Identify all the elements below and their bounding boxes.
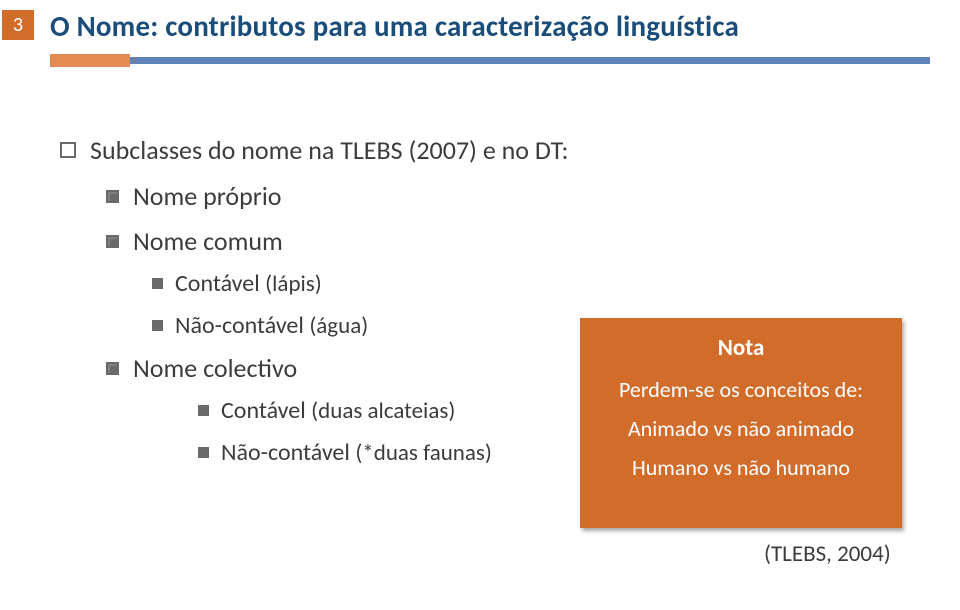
bullet-main: Contável (221, 396, 311, 425)
bullet-main: Não-contável (221, 438, 355, 467)
page-title: O Nome: contributos para uma caracteriza… (50, 8, 739, 44)
bullet-text: Não-contável (água) (175, 307, 368, 345)
page-number-badge: 3 (2, 10, 34, 40)
note-box: Nota Perdem-se os conceitos de: Animado … (580, 318, 902, 528)
list-item: Contável (lápis) (152, 265, 569, 303)
title-underline (50, 54, 930, 67)
bullet-paren: (água) (309, 312, 368, 340)
note-line: Animado vs não animado (594, 415, 888, 442)
bullet-paren: (*duas faunas) (355, 439, 492, 467)
bullet-text: Nome colectivo (133, 348, 297, 388)
bullet-text: Nome comum (133, 221, 283, 261)
bullet-text: Subclasses do nome na TLEBS (2007) e no … (90, 130, 569, 170)
note-line: Perdem-se os conceitos de: (594, 376, 888, 403)
bullet-small-square-icon (198, 447, 209, 458)
bullet-paren: (lápis) (265, 270, 322, 298)
bullet-hollow-square-icon (60, 142, 76, 158)
underline-orange (50, 54, 130, 67)
note-line: Humano vs não humano (594, 454, 888, 481)
underline-blue (130, 57, 930, 64)
bullet-small-square-icon (152, 320, 163, 331)
content-area: Subclasses do nome na TLEBS (2007) e no … (60, 130, 569, 476)
bullet-text: Contável (duas alcateias) (221, 392, 455, 430)
bullet-text: Não-contável (*duas faunas) (221, 434, 492, 472)
list-item: Nome próprio (106, 176, 569, 216)
list-item: Nome colectivo (106, 348, 569, 388)
list-item: Subclasses do nome na TLEBS (2007) e no … (60, 130, 569, 170)
citation: (TLEBS, 2004) (764, 540, 891, 568)
bullet-filled-square-icon (106, 190, 119, 203)
bullet-main: Não-contável (175, 311, 309, 340)
list-item: Não-contável (*duas faunas) (198, 434, 569, 472)
note-title: Nota (594, 334, 888, 362)
list-item: Contável (duas alcateias) (198, 392, 569, 430)
bullet-small-square-icon (198, 405, 209, 416)
list-item: Nome comum (106, 221, 569, 261)
bullet-filled-square-icon (106, 362, 119, 375)
bullet-text: Contável (lápis) (175, 265, 322, 303)
bullet-text: Nome próprio (133, 176, 282, 216)
bullet-main: Contável (175, 269, 265, 298)
bullet-paren: (duas alcateias) (311, 397, 455, 425)
list-item: Não-contável (água) (152, 307, 569, 345)
page-number: 3 (13, 13, 23, 37)
bullet-filled-square-icon (106, 235, 119, 248)
bullet-small-square-icon (152, 278, 163, 289)
